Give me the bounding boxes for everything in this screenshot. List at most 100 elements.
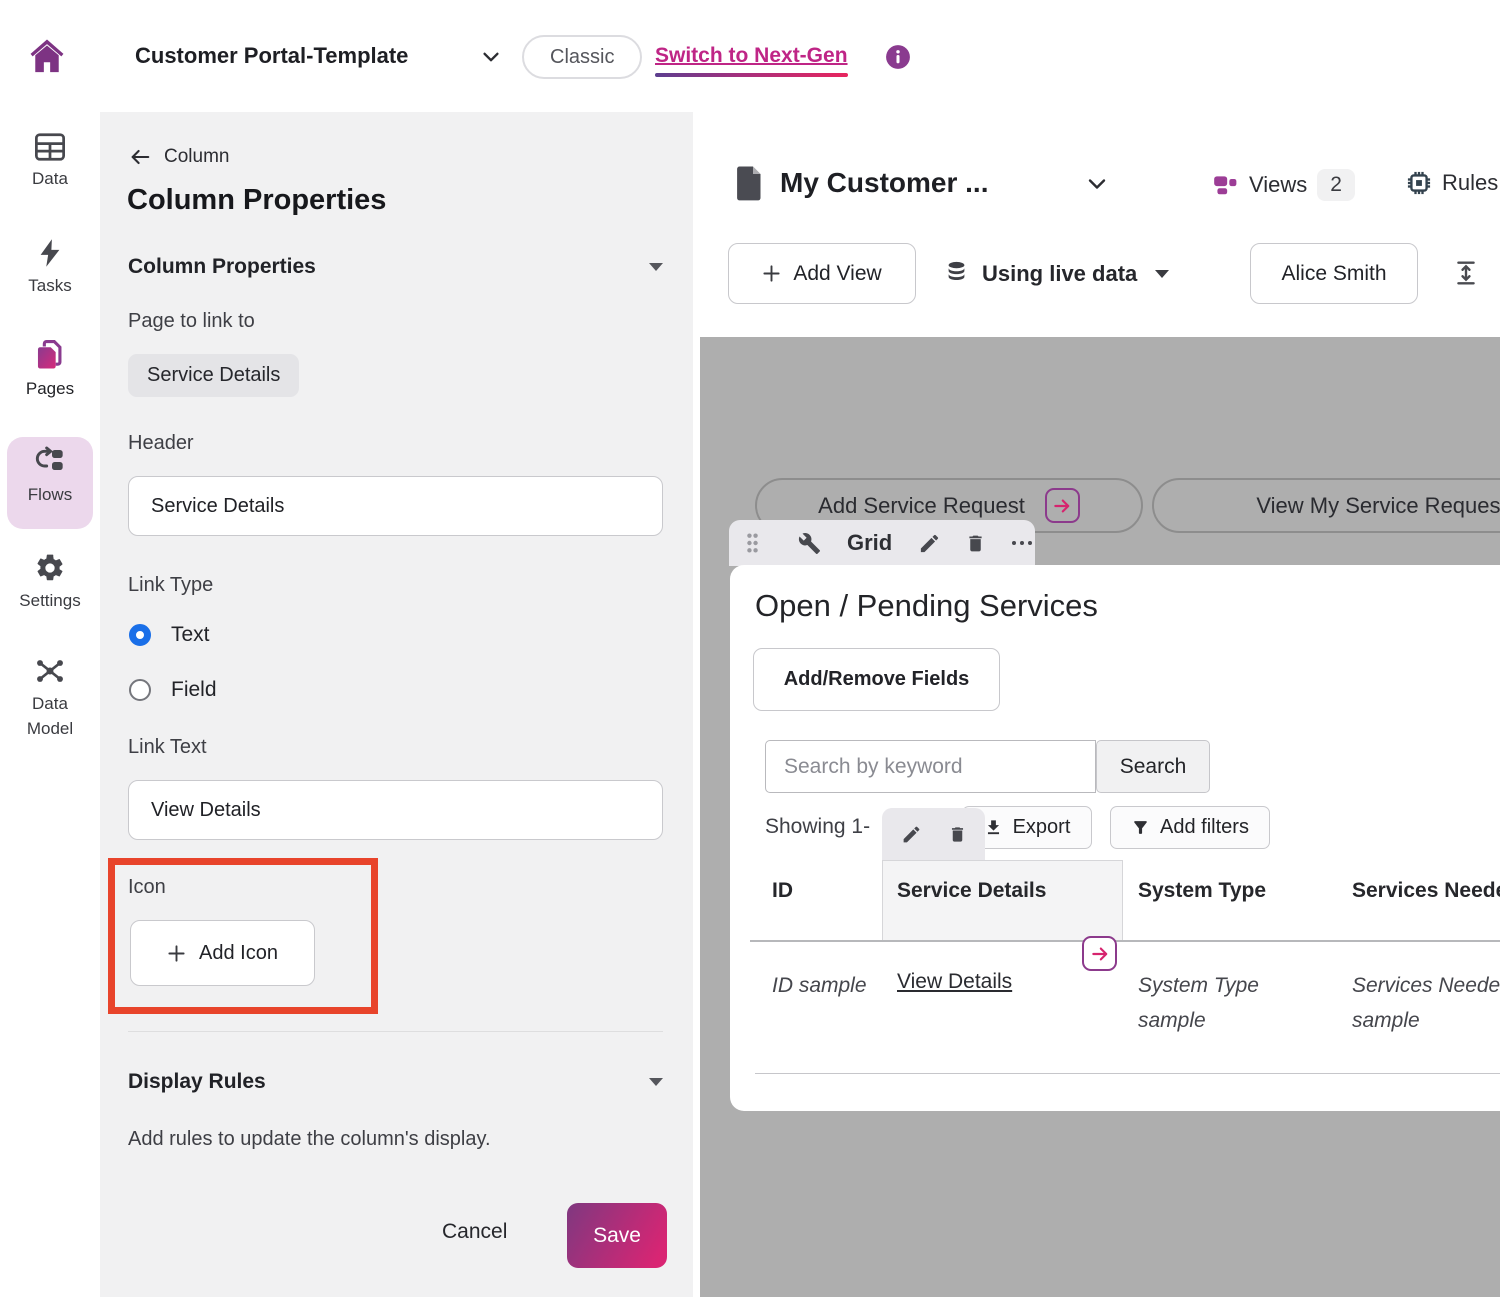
live-data-dropdown[interactable]: Using live data (943, 243, 1170, 304)
app-title-chevron-down-icon[interactable] (478, 46, 504, 68)
sidebar-item-label: Pages (25, 379, 75, 398)
add-filters-label: Add filters (1160, 816, 1249, 838)
table-row-divider (755, 1073, 1500, 1074)
view-details-link[interactable]: View Details (897, 970, 1013, 993)
flow-icon (0, 446, 100, 478)
edit-pencil-icon[interactable] (918, 532, 941, 555)
wrench-icon[interactable] (798, 532, 821, 555)
edit-pencil-icon[interactable] (901, 824, 922, 845)
nav-rail: Data Tasks Pages Flows (0, 112, 100, 1297)
column-header-services-needed[interactable]: Services Needed (1352, 879, 1500, 902)
page-to-link-label: Page to link to (128, 310, 255, 332)
section-divider (128, 1031, 663, 1032)
database-icon (943, 259, 970, 288)
download-icon (984, 818, 1003, 837)
add-remove-fields-button[interactable]: Add/Remove Fields (753, 648, 1000, 711)
views-count-badge: 2 (1317, 169, 1355, 201)
page-title: My Customer ... (780, 167, 989, 198)
showing-results-text: Showing 1- (765, 815, 871, 838)
radio-unselected (129, 679, 151, 701)
add-view-button[interactable]: Add View (728, 243, 916, 304)
column-properties-section-header[interactable]: Column Properties (128, 255, 663, 279)
info-icon[interactable] (885, 44, 911, 70)
row-cell-services-needed: Services Needed sample (1352, 974, 1500, 1033)
live-data-label: Using live data (982, 260, 1138, 286)
column-header-system-type[interactable]: System Type (1138, 879, 1266, 902)
collapse-caret-icon (649, 1078, 663, 1086)
section-title: Display Rules (128, 1070, 266, 1093)
rules-chip-icon (1405, 169, 1433, 197)
pages-icon (0, 338, 100, 372)
link-type-radio-text[interactable]: Text (129, 623, 210, 647)
views-icon (1211, 172, 1239, 198)
radio-selected (129, 624, 151, 646)
link-type-radio-field[interactable]: Field (129, 678, 217, 702)
page-title-chevron-down-icon[interactable] (1083, 172, 1111, 196)
page-header: My Customer ... Views 2 Rules (693, 112, 1500, 337)
section-title: Column Properties (128, 255, 316, 278)
back-to-column-link[interactable]: Column (128, 146, 229, 168)
radio-label: Text (171, 623, 210, 646)
sidebar-item-pages[interactable]: Pages (0, 338, 100, 402)
delete-trash-icon[interactable] (948, 824, 967, 845)
sidebar-item-settings[interactable]: Settings (0, 552, 100, 614)
cancel-button[interactable]: Cancel (442, 1220, 508, 1243)
link-text-label: Link Text (128, 736, 207, 758)
views-button[interactable]: Views 2 (1211, 169, 1355, 201)
page-to-link-chip[interactable]: Service Details (128, 354, 300, 397)
column-header-service-details[interactable]: Service Details (897, 879, 1047, 902)
plus-icon (762, 264, 781, 283)
link-text-input[interactable] (128, 780, 663, 840)
sidebar-item-data-model[interactable]: Data Model (0, 655, 100, 741)
drag-handle-icon[interactable] (745, 532, 760, 554)
app-title: Customer Portal-Template (135, 43, 409, 68)
dropdown-caret-icon (1155, 269, 1170, 278)
rules-button[interactable]: Rules (1405, 169, 1498, 197)
add-icon-button-label: Add Icon (199, 941, 278, 964)
arrow-right-icon (1044, 488, 1080, 523)
column-header-id[interactable]: ID (772, 879, 793, 902)
filter-funnel-icon (1131, 818, 1150, 837)
arrow-right-icon[interactable] (1082, 936, 1117, 971)
plus-icon (167, 944, 186, 963)
switch-to-next-gen-link[interactable]: Switch to Next-Gen (655, 44, 848, 77)
add-icon-button[interactable]: Add Icon (130, 920, 315, 986)
gear-icon (0, 552, 100, 584)
view-my-service-requests-button[interactable]: View My Service Requests (1152, 478, 1500, 533)
delete-trash-icon[interactable] (965, 532, 986, 555)
widget-type-label: Grid (847, 530, 893, 555)
sidebar-item-label: Data (32, 169, 68, 188)
link-type-label: Link Type (128, 574, 214, 596)
user-selector-button[interactable]: Alice Smith (1250, 243, 1418, 304)
search-input[interactable] (765, 740, 1096, 793)
selected-column-highlight (882, 860, 1123, 941)
display-rules-section-header[interactable]: Display Rules (128, 1070, 663, 1094)
sidebar-item-flows[interactable]: Flows (0, 446, 100, 508)
app-preview-canvas: Add Service Request View My Service Requ… (700, 337, 1500, 1297)
classic-mode-pill[interactable]: Classic (522, 35, 643, 79)
grid-title: Open / Pending Services (755, 588, 1098, 623)
rules-label: Rules (1442, 170, 1499, 195)
sidebar-item-label: Flows (27, 485, 73, 504)
views-label: Views (1249, 172, 1308, 197)
column-properties-panel: Column Column Properties Column Properti… (100, 112, 693, 1297)
add-view-label: Add View (793, 261, 882, 285)
icon-label: Icon (128, 876, 166, 898)
add-filters-button[interactable]: Add filters (1110, 806, 1270, 849)
height-adjust-icon[interactable] (1453, 258, 1479, 288)
sidebar-item-data[interactable]: Data (0, 132, 100, 192)
save-button[interactable]: Save (567, 1203, 667, 1268)
search-button[interactable]: Search (1096, 740, 1210, 793)
more-options-icon[interactable] (1010, 538, 1034, 548)
main-stage: My Customer ... Views 2 Rules (693, 112, 1500, 1297)
view-service-requests-label: View My Service Requests (1256, 492, 1500, 518)
row-cell-id: ID sample (772, 974, 867, 997)
back-arrow-icon (128, 146, 152, 168)
header-label: Header (128, 432, 194, 454)
home-icon[interactable] (26, 34, 68, 78)
sidebar-item-label: Tasks (28, 276, 72, 295)
top-bar: Customer Portal-Template Classic Switch … (0, 0, 1500, 112)
header-input[interactable] (128, 476, 663, 536)
sidebar-item-tasks[interactable]: Tasks (0, 237, 100, 299)
widget-toolbar: Grid (729, 520, 1035, 566)
